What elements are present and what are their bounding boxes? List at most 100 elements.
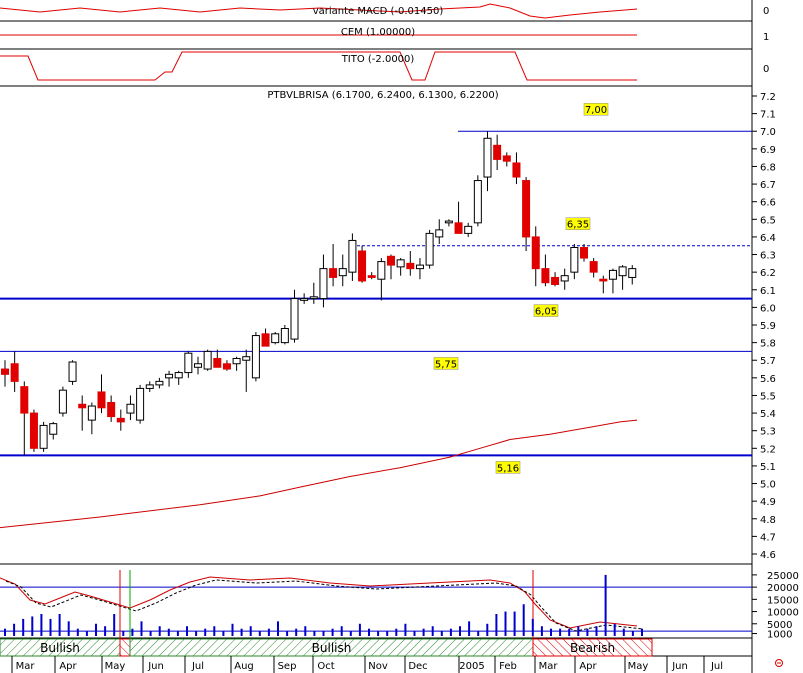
volume-bar [140, 621, 143, 636]
volume-bar [31, 616, 34, 636]
price-panel: 4.6 4.7 4.8 4.9 5.0 5.1 5.2 5.3 5.4 5.5 5.6 5.7 5.8 5… [0, 92, 776, 561]
volume-bar [349, 631, 352, 636]
y-tick-label: 5.7 [760, 356, 776, 367]
candle-body [473, 180, 482, 224]
x-tick-label: Apr [59, 661, 77, 672]
volume-bar [295, 628, 298, 636]
chart-title: PTBVLBRISA (6.1700, 6.2400, 6.1300, 6.22… [267, 90, 498, 101]
x-tick-label: May [105, 661, 126, 672]
candle-body [300, 298, 309, 301]
volume-bar [222, 631, 225, 636]
candle-body [222, 363, 231, 370]
volume-bar [167, 628, 170, 636]
candle-body [560, 275, 569, 282]
candle-body [502, 155, 511, 162]
candle-body [329, 268, 338, 278]
candle-body [145, 384, 154, 389]
volume-bar [195, 631, 198, 636]
y-tick-label: 4.8 [760, 515, 776, 526]
x-tick-label: Jul [191, 661, 204, 672]
candle-body [541, 268, 550, 284]
y-tick-label: 7.2 [760, 92, 776, 103]
candle-body [232, 357, 241, 365]
volume-bar [486, 623, 489, 636]
candle-body [58, 389, 67, 414]
candle-body [387, 255, 395, 266]
y-tick-label: 6.7 [760, 180, 776, 191]
level-badge [533, 304, 559, 317]
candle-body [589, 261, 598, 273]
x-tick-label: Jul [710, 661, 723, 672]
candle-body [618, 266, 627, 277]
volume-bar [76, 628, 79, 636]
candle-body [271, 333, 280, 344]
candle-body [155, 380, 164, 386]
volume-bar [395, 628, 398, 636]
candle-body [319, 268, 328, 300]
volume-bar [440, 631, 443, 636]
volume-bar [613, 623, 616, 636]
volume-bar [577, 626, 580, 636]
cem-tick: 1 [763, 32, 769, 43]
volume-bar [422, 628, 425, 636]
volume-bar [176, 631, 179, 636]
volume-bar [522, 604, 525, 636]
y-tick-label: 4.7 [760, 532, 776, 543]
y-tick-label: 5.9 [760, 321, 776, 332]
x-tick-label: Nov [368, 661, 388, 672]
x-tick-label: Aug [234, 661, 254, 672]
y-tick-label: 7.0 [760, 127, 776, 138]
volume-bar [131, 628, 134, 636]
candle-body [435, 229, 444, 238]
y-tick-label: 5.1 [760, 462, 776, 473]
candle-body [78, 403, 87, 409]
candle-body [251, 335, 260, 379]
y-tick-label: 6.1 [760, 286, 776, 297]
candle-body [165, 373, 174, 379]
x-tick-label: Jun [671, 661, 688, 672]
candle-body [367, 275, 376, 278]
volume-bar [158, 626, 161, 636]
volume-bar [331, 628, 334, 636]
volume-bar [468, 621, 471, 636]
volume-bar [186, 626, 188, 636]
volume-bar [240, 628, 243, 636]
volume-bar [231, 623, 234, 636]
candle-body [464, 225, 473, 234]
phase-segment [532, 638, 653, 657]
candle-body [454, 222, 463, 234]
volume-bar [604, 574, 607, 636]
volume-tick-label: 10000 [767, 608, 799, 619]
corner-marker-icon[interactable] [775, 659, 783, 667]
volume-bar [13, 623, 16, 636]
phase-label: Bearish [570, 641, 615, 655]
volume-bar [550, 628, 552, 636]
candle-body [415, 264, 424, 270]
x-tick-label: 2005 [459, 661, 484, 672]
volume-bar [358, 623, 361, 636]
candle-body [309, 296, 318, 300]
candle-body [10, 363, 19, 382]
candle-body [628, 268, 637, 278]
volume-bar [559, 628, 562, 636]
tito-tick: 0 [763, 64, 769, 75]
volume-bar [377, 631, 380, 636]
candle-body [280, 328, 289, 344]
candle-body [396, 259, 405, 268]
candle-body [425, 232, 434, 266]
candle-body [116, 417, 125, 423]
candle-body [377, 261, 386, 280]
candle-body [97, 391, 106, 409]
volume-bar [249, 626, 252, 636]
tito-panel: TITO (-2.0000) 0 [0, 51, 769, 81]
phase-label: Bullish [40, 641, 80, 655]
volume-bar [313, 631, 316, 636]
phase-label: Bullish [312, 641, 352, 655]
x-tick-label: Feb [499, 661, 517, 672]
volume-bar [495, 614, 498, 636]
candle-body [213, 357, 222, 368]
candle-body [406, 262, 415, 270]
y-tick-label: 6.6 [760, 198, 776, 209]
candle-body [184, 352, 193, 374]
level-label: 5,16 [497, 463, 519, 474]
